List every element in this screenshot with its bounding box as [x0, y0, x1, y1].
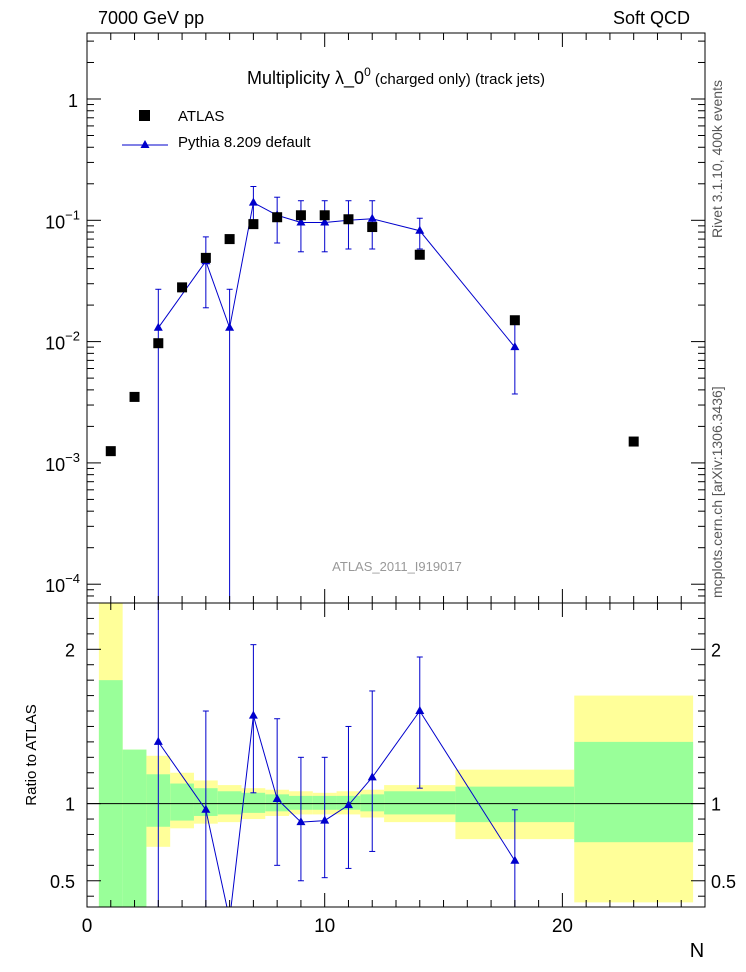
- atlas-point: [129, 391, 140, 402]
- main-axes: 10−4 10−3 10−2 10−1 1: [45, 33, 706, 604]
- x-axis-label: N: [690, 940, 704, 962]
- uncertainty-band-inner: [122, 749, 147, 907]
- pythia-ratio-series: [153, 603, 520, 922]
- ratio-y-tick-label-right: 0.5: [711, 872, 736, 892]
- atlas-point: [509, 315, 520, 326]
- pythia-point: [248, 197, 258, 206]
- atlas-point: [177, 282, 188, 293]
- pythia-ratio-point: [510, 855, 520, 864]
- y-tick-label: 10−2: [45, 329, 80, 354]
- atlas-point: [272, 212, 283, 223]
- pythia-ratio-point: [343, 800, 353, 809]
- ratio-axes: 0.5 0.51 12 20 10 20: [50, 603, 736, 937]
- pythia-point: [415, 225, 425, 234]
- pythia-ratio-point: [201, 804, 211, 813]
- y-tick-label: 1: [68, 91, 78, 111]
- ratio-y-tick-label-right: 2: [711, 640, 721, 660]
- y-tick-label: 10−1: [45, 207, 80, 232]
- x-tick-label: 0: [82, 916, 93, 937]
- pythia-ratio-point: [367, 772, 377, 781]
- header-right: Soft QCD: [613, 8, 690, 28]
- pythia-ratio-point: [415, 706, 425, 715]
- main-plot-content: [105, 185, 639, 603]
- x-tick-label: 20: [552, 916, 573, 937]
- legend-atlas-label: ATLAS: [178, 108, 224, 125]
- ratio-y-tick-label-right: 1: [711, 795, 721, 815]
- atlas-point: [153, 338, 164, 349]
- pythia-point: [367, 213, 377, 222]
- atlas-point: [367, 222, 378, 233]
- ratio-ylabel: Ratio to ATLAS: [23, 704, 40, 805]
- pythia-point: [225, 322, 235, 331]
- header-left: 7000 GeV pp: [98, 8, 204, 28]
- ratio-y-tick-label: 0.5: [50, 872, 75, 892]
- atlas-point: [628, 436, 639, 447]
- ratio-plot-content: [87, 603, 705, 922]
- atlas-point: [248, 219, 259, 230]
- pythia-ratio-point: [320, 815, 330, 824]
- uncertainty-band-inner: [241, 792, 266, 813]
- main-panel: 10−4 10−3 10−2 10−1 1: [45, 32, 706, 604]
- y-tick-label: 10−3: [45, 450, 80, 475]
- x-tick-label: 10: [314, 916, 335, 937]
- uncertainty-band-inner: [217, 791, 242, 815]
- pythia-ratio-point: [225, 914, 234, 922]
- analysis-watermark: ATLAS_2011_I919017: [332, 559, 462, 574]
- pythia-ratio-point: [153, 736, 163, 745]
- plot-title: Multiplicity λ_00 (charged only) (track …: [247, 65, 545, 89]
- rivet-label: Rivet 3.1.10, 400k events: [709, 80, 725, 238]
- ratio-y-tick-label: 2: [65, 640, 75, 660]
- ratio-panel: 0.5 0.51 12 20 10 20: [50, 602, 736, 937]
- uncertainty-band-inner: [574, 741, 694, 843]
- pythia-ratio-point: [248, 710, 258, 719]
- legend-pythia-marker: [140, 140, 150, 148]
- atlas-point: [295, 210, 306, 221]
- mcplots-label: mcplots.cern.ch [arXiv:1306.3436]: [709, 386, 725, 598]
- atlas-point: [414, 249, 425, 260]
- pythia-ratio-point: [296, 817, 306, 826]
- legend-atlas-marker: [139, 110, 150, 121]
- legend: ATLAS Pythia 8.209 default: [122, 108, 311, 151]
- atlas-point: [105, 446, 116, 457]
- pythia-point: [153, 322, 163, 331]
- uncertainty-band-inner: [98, 680, 123, 907]
- legend-pythia-label: Pythia 8.209 default: [178, 134, 311, 151]
- ratio-y-tick-label: 1: [65, 795, 75, 815]
- atlas-point: [343, 214, 354, 225]
- atlas-point: [319, 210, 330, 221]
- pythia-point: [320, 217, 330, 226]
- uncertainty-band-inner: [384, 791, 456, 815]
- pythia-line: [157, 201, 516, 348]
- pythia-point: [296, 217, 306, 226]
- pythia-ratio-point: [272, 793, 282, 802]
- pythia-point: [510, 342, 520, 351]
- atlas-point: [224, 234, 235, 245]
- uncertainty-band-inner: [170, 783, 194, 821]
- atlas-point: [200, 252, 211, 263]
- y-tick-label: 10−4: [45, 571, 80, 596]
